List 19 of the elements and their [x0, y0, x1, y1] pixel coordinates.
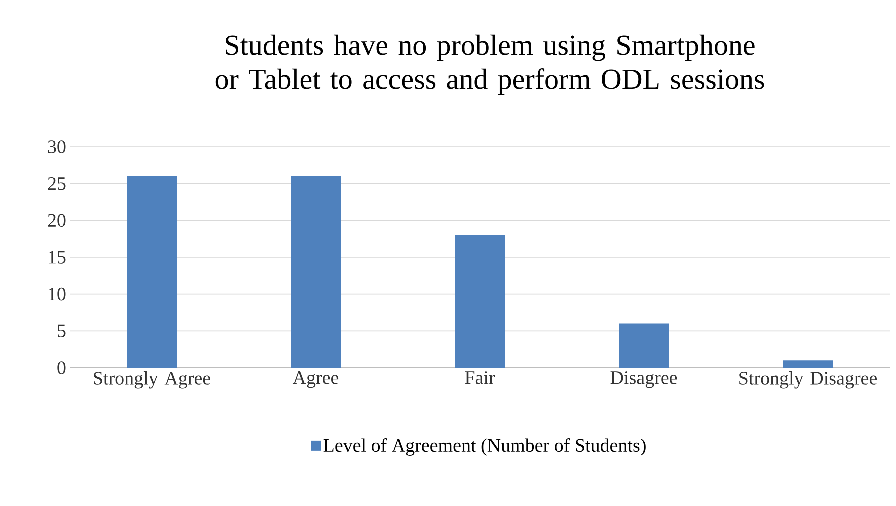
y-tick-label: 20 — [48, 214, 66, 228]
bar — [455, 235, 506, 368]
x-tick-label: Disagree — [610, 372, 678, 388]
y-tick-label: 15 — [49, 251, 66, 264]
x-tick-label: Strongly Agree — [94, 372, 210, 389]
y-tick-label: 25 — [48, 177, 66, 190]
y-tick-label: 5 — [58, 324, 66, 338]
y-tick-label: 10 — [49, 288, 66, 301]
x-tick-label: Fair — [465, 372, 496, 384]
bar — [619, 324, 670, 368]
y-tick-label: 0 — [58, 362, 66, 374]
bar — [291, 176, 342, 368]
chart-title: Students have no problem using Smartphone or Tablet to access and perform ODL sessions — [216, 34, 764, 96]
bar — [127, 176, 178, 368]
x-tick-label: Strongly Disagree — [740, 372, 878, 389]
bar — [783, 360, 834, 368]
x-tick-label: Agree — [292, 372, 339, 388]
y-tick-label: 30 — [48, 140, 66, 154]
legend-label: Level of Agreement (Number of Students) — [324, 438, 646, 456]
